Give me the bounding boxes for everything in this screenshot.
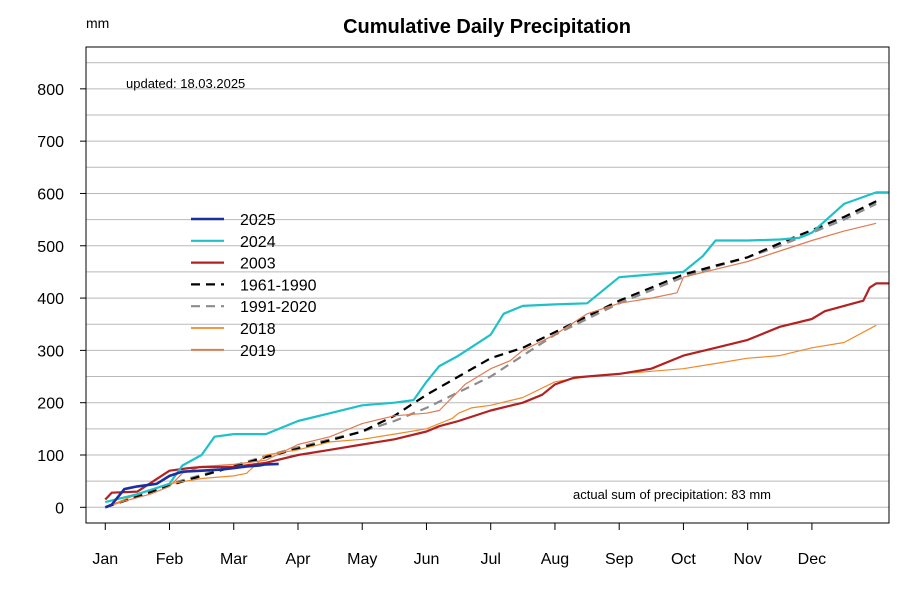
- series-line-1991-2020: [104, 202, 877, 509]
- x-tick-label: Mar: [220, 551, 248, 568]
- y-tick-label: 800: [37, 82, 64, 99]
- x-tick-label: Jul: [480, 551, 500, 568]
- x-tick-label: Aug: [541, 551, 569, 568]
- x-tick-label: Dec: [798, 551, 826, 568]
- x-tick-label: Jan: [92, 551, 118, 568]
- series-line-2024: [105, 191, 889, 504]
- y-unit-label: mm: [86, 15, 109, 31]
- x-tick-label: Jun: [414, 551, 440, 568]
- y-tick-label: 500: [37, 239, 64, 256]
- x-tick-label: Sep: [605, 551, 634, 568]
- legend-label-2018: 2018: [240, 321, 276, 338]
- y-tick-label: 400: [37, 291, 64, 308]
- series-line-2003: [104, 282, 889, 501]
- y-tick-label: 0: [55, 500, 64, 517]
- plot-frame: [85, 46, 890, 524]
- x-tick-label: Apr: [286, 551, 312, 568]
- y-tick-label: 200: [37, 396, 64, 413]
- legend-label-2003: 2003: [240, 256, 276, 273]
- legend-label-2025: 2025: [240, 212, 276, 229]
- y-tick-label: 700: [37, 134, 64, 151]
- legend-label-1961-1990: 1961-1990: [240, 277, 317, 294]
- legend-label-2024: 2024: [240, 234, 276, 251]
- series-line-2019: [105, 222, 877, 508]
- x-tick-label: Feb: [156, 551, 184, 568]
- x-tick-label: Nov: [733, 551, 761, 568]
- legend: 2025 2024 2003 1961-1990 1991-2020 2018 2019: [191, 212, 317, 360]
- y-tick-label: 600: [37, 186, 64, 203]
- updated-note: updated: 18.03.2025: [126, 76, 245, 91]
- series-line-2018: [105, 324, 877, 508]
- y-tick-label: 100: [37, 448, 64, 465]
- series-line-2025: [104, 462, 279, 509]
- series-layer: [104, 191, 889, 509]
- x-axis: Jan Feb Mar Apr May Jun Jul Aug Sep Oct Nov Dec: [92, 523, 826, 568]
- x-tick-label: May: [347, 551, 377, 568]
- legend-label-2019: 2019: [240, 343, 276, 360]
- sum-note: actual sum of precipitation: 83 mm: [573, 487, 771, 502]
- y-axis: 0 100 200 300 400 500 600 700 800: [37, 82, 86, 517]
- series-line-1961-1990: [104, 200, 877, 509]
- y-tick-label: 300: [37, 343, 64, 360]
- x-tick-label: Oct: [671, 551, 696, 568]
- chart-title: Cumulative Daily Precipitation: [343, 16, 631, 38]
- legend-label-1991-2020: 1991-2020: [240, 299, 317, 316]
